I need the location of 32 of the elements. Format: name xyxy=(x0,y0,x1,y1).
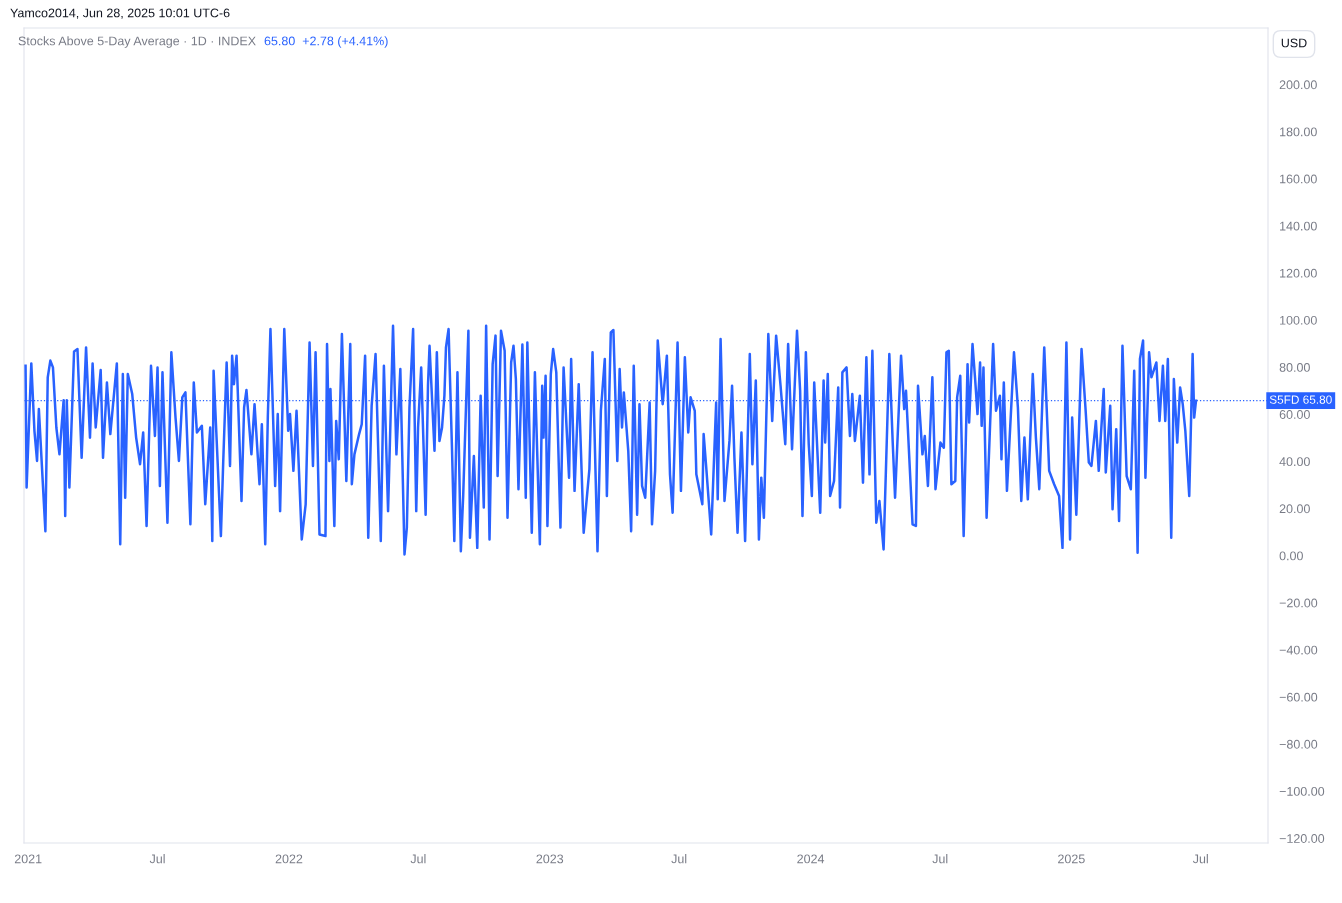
y-tick-label: 20.00 xyxy=(1279,504,1310,514)
x-tick-label: 2024 xyxy=(797,854,825,864)
text: Stocks Above 5-Day Average · 1D · INDEX xyxy=(18,36,256,48)
y-tick-label: −20.00 xyxy=(1279,598,1318,608)
y-tick-label: 160.00 xyxy=(1280,174,1317,184)
y-tick-label: −60.00 xyxy=(1279,692,1318,702)
x-tick-label: Jul xyxy=(1192,854,1208,864)
x-tick-label: Jul xyxy=(932,854,948,864)
y-tick-label: −100.00 xyxy=(1279,786,1325,796)
x-tick-label: 2025 xyxy=(1058,854,1085,864)
y-tick-label: 60.00 xyxy=(1279,410,1310,419)
x-tick-label: Jul xyxy=(149,854,165,864)
y-tick-label: 80.00 xyxy=(1279,362,1310,372)
x-tick-label: 2021 xyxy=(14,854,42,864)
x-tick-label: 2022 xyxy=(275,854,303,864)
x-tick-label: 2023 xyxy=(536,854,564,864)
text: Yamco2014, Jun 28, 2025 10:01 UTC-6 xyxy=(10,8,230,19)
x-tick-label: Jul xyxy=(671,854,687,864)
y-tick-label: 0.00 xyxy=(1279,551,1303,561)
y-tick-label: 140.00 xyxy=(1280,221,1317,231)
y-tick-label: −80.00 xyxy=(1279,739,1318,749)
y-tick-label: 120.00 xyxy=(1280,268,1317,278)
text: USD xyxy=(1281,38,1307,48)
y-tick-label: −120.00 xyxy=(1279,834,1325,843)
y-tick-label: 40.00 xyxy=(1279,457,1310,467)
y-tick-label: 180.00 xyxy=(1280,127,1317,137)
y-tick-label: 200.00 xyxy=(1279,80,1317,90)
y-tick-label: 100.00 xyxy=(1280,315,1317,325)
x-tick-label: Jul xyxy=(410,854,426,864)
y-tick-label: −40.00 xyxy=(1279,645,1318,655)
text: 65.80 +2.78 (+4.41%) xyxy=(264,36,388,48)
ref-line-label: S5FD 65.80 xyxy=(1269,395,1332,404)
